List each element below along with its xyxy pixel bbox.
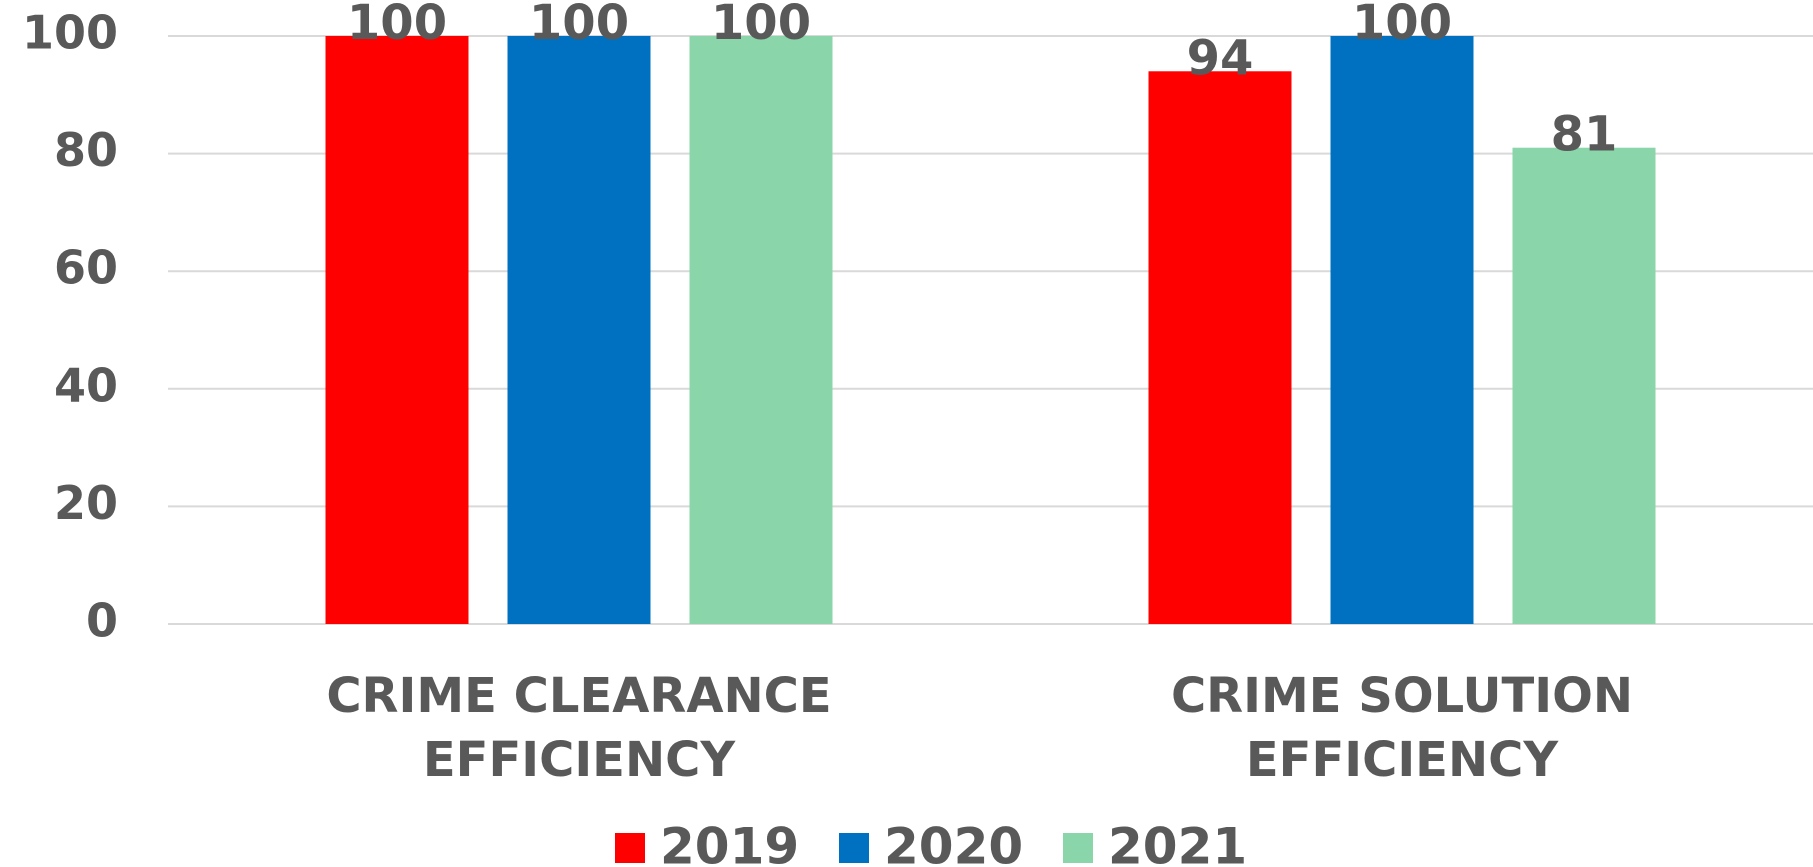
x-tick-label: CRIME CLEARANCE EFFICIENCY — [326, 668, 832, 788]
bar — [1512, 147, 1656, 624]
data-label: 100 — [347, 0, 447, 51]
legend-swatch — [615, 833, 645, 863]
legend-label: 2021 — [1108, 818, 1247, 867]
legend-label: 2019 — [660, 818, 799, 867]
y-tick-label: 40 — [54, 358, 118, 412]
y-tick-label: 60 — [54, 241, 118, 295]
data-label: 100 — [529, 0, 629, 51]
bar — [507, 36, 651, 624]
data-label: 81 — [1551, 107, 1618, 163]
legend-swatch — [1063, 833, 1093, 863]
data-label: 94 — [1187, 30, 1254, 86]
bar — [1148, 71, 1292, 624]
y-tick-label: 20 — [54, 476, 118, 530]
legend-label: 2020 — [884, 818, 1023, 867]
y-tick-label: 80 — [54, 123, 118, 177]
y-tick-label: 100 — [22, 6, 118, 60]
bar — [325, 36, 469, 624]
y-tick-label: 0 — [86, 594, 118, 648]
data-label: 100 — [711, 0, 811, 51]
bar — [689, 36, 833, 624]
data-label: 100 — [1352, 0, 1452, 51]
legend-swatch — [839, 833, 869, 863]
x-tick-label: CRIME SOLUTION EFFICIENCY — [1170, 668, 1634, 788]
bar — [1330, 36, 1474, 624]
